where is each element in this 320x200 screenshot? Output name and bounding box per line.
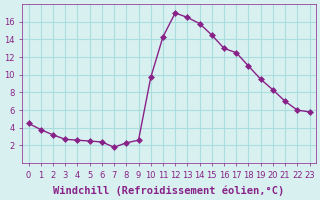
X-axis label: Windchill (Refroidissement éolien,°C): Windchill (Refroidissement éolien,°C) xyxy=(53,185,285,196)
